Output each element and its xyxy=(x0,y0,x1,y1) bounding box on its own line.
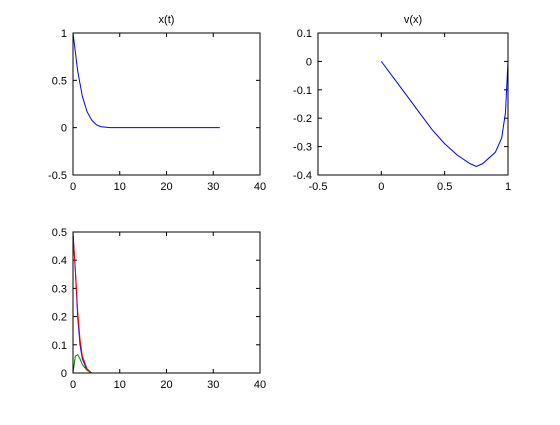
y-tick-label: 0 xyxy=(61,368,67,380)
axes-box xyxy=(72,32,261,176)
y-tick-label: -0.5 xyxy=(48,170,67,182)
x-tick-label: 1 xyxy=(505,181,511,193)
x-tick-label: 40 xyxy=(254,379,266,391)
x-tick-label: 30 xyxy=(207,181,219,193)
x-tick-label: 0 xyxy=(70,379,76,391)
y-tick-label: 0.2 xyxy=(52,312,67,324)
x-tick-label: 10 xyxy=(114,181,126,193)
data-line xyxy=(72,32,220,129)
y-tick-label: 0.1 xyxy=(297,28,312,40)
y-tick-label: -0.2 xyxy=(293,113,312,125)
y-tick-label: 0.5 xyxy=(52,227,67,239)
y-tick-label: 0.4 xyxy=(52,255,67,267)
x-tick-label: 0 xyxy=(378,181,384,193)
y-tick-label: -0.3 xyxy=(293,142,312,154)
x-tick-label: 20 xyxy=(160,379,172,391)
x-tick-label: 0 xyxy=(70,181,76,193)
y-tick-label: 0.1 xyxy=(52,340,67,352)
y-tick-label: -0.1 xyxy=(293,85,312,97)
x-tick-label: 10 xyxy=(114,379,126,391)
y-tick-label: -0.4 xyxy=(293,170,312,182)
axes-background xyxy=(73,33,260,175)
y-tick-label: 0.3 xyxy=(52,283,67,295)
x-tick-label: 0.5 xyxy=(437,181,452,193)
data-line xyxy=(380,61,509,168)
y-tick-label: 0 xyxy=(306,56,312,68)
chart-title: v(x) xyxy=(404,14,422,26)
y-tick-label: 0 xyxy=(61,123,67,135)
x-tick-label: 40 xyxy=(254,181,266,193)
y-tick-label: 0.5 xyxy=(52,75,67,87)
axes-box xyxy=(317,32,509,176)
axes-background xyxy=(73,232,260,373)
x-tick-label: -0.5 xyxy=(309,181,328,193)
x-tick-label: 20 xyxy=(160,181,172,193)
x-tick-label: 30 xyxy=(207,379,219,391)
y-tick-label: 1 xyxy=(61,28,67,40)
axes-box xyxy=(72,231,261,374)
chart-title: x(t) xyxy=(159,14,175,26)
